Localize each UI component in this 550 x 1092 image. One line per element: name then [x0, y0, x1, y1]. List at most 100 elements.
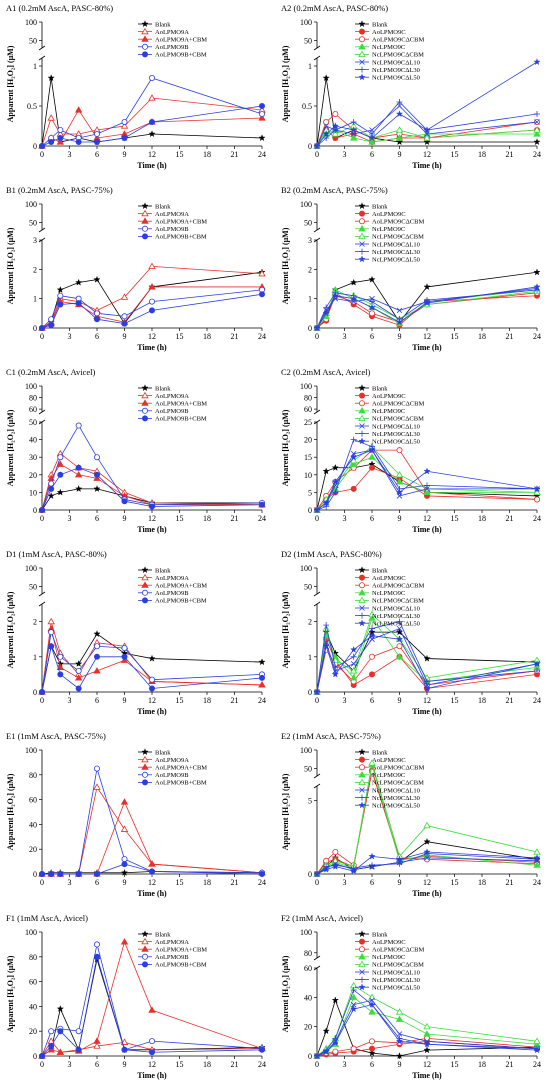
legend-label: Blank [372, 567, 388, 574]
data-point [368, 852, 376, 860]
data-point [423, 283, 431, 291]
legend-label: AoLPMO9B+CBM [155, 416, 207, 423]
data-point [423, 138, 431, 146]
data-point [94, 941, 101, 948]
legend-label: AoLPMO9B+CBM [155, 234, 207, 241]
x-axis-label: Time (h) [137, 161, 167, 170]
series-line [316, 635, 538, 693]
x-tick-label: 15 [176, 1060, 184, 1069]
legend-label: NcLPMO9C [372, 408, 405, 415]
x-tick-label: 12 [148, 878, 156, 887]
data-point [121, 856, 128, 863]
data-point [94, 765, 101, 772]
y-tick-label: 100 [25, 564, 37, 573]
data-point [258, 103, 265, 110]
legend-marker [141, 27, 149, 35]
data-point [322, 74, 330, 82]
data-point [423, 1030, 431, 1037]
data-point [75, 685, 82, 692]
axis-break [313, 45, 321, 61]
data-point [368, 1000, 376, 1008]
x-tick-label: 3 [68, 150, 72, 159]
legend-label: Blank [155, 567, 171, 574]
y-tick-label: 0 [33, 688, 37, 697]
data-point [395, 1015, 404, 1022]
y-tick-label: 50 [29, 37, 37, 46]
data-point [258, 501, 265, 508]
x-tick-label: 3 [343, 878, 347, 887]
y-tick-label: 1 [308, 295, 312, 304]
x-tick-label: 3 [68, 1060, 72, 1069]
x-tick-label: 15 [451, 150, 459, 159]
legend-label: AoLPMO9CΔCBM [372, 947, 424, 954]
legend-label: AoLPMO9B [155, 226, 189, 233]
x-tick-label: 24 [533, 696, 541, 705]
y-tick-label: 0 [308, 324, 312, 333]
data-point [533, 861, 541, 868]
data-point [423, 488, 431, 496]
legend-label: Blank [372, 931, 388, 938]
data-point [75, 1028, 82, 1035]
x-tick-label: 9 [123, 696, 127, 705]
legend-label: NcLPMO9CΔL50 [372, 985, 420, 992]
data-point [121, 119, 128, 126]
data-point [423, 467, 431, 475]
data-point [395, 1008, 404, 1015]
legend-marker [141, 384, 149, 392]
legend-label: AoLPMO9B [155, 408, 189, 415]
series-line [41, 109, 263, 147]
y-tick-label: 50 [29, 219, 37, 228]
data-point [94, 138, 101, 145]
legend-label: NcLPMO9CΔL30 [372, 431, 420, 438]
data-point [39, 324, 46, 331]
data-point [323, 622, 330, 629]
series-line [316, 105, 538, 147]
data-point [368, 759, 376, 766]
legend-marker [358, 574, 365, 581]
x-tick-label: 12 [148, 150, 156, 159]
legend-marker [358, 210, 365, 217]
data-point [258, 111, 265, 118]
data-point [39, 871, 46, 878]
legend-label: AoLPMO9B [155, 44, 189, 51]
data-point [93, 630, 101, 637]
x-tick-label: 9 [398, 150, 402, 159]
x-axis-label: Time (h) [412, 161, 442, 170]
y-tick-label: 15 [304, 453, 312, 462]
data-point [57, 454, 64, 461]
legend-label: Blank [155, 21, 171, 28]
data-point [322, 130, 330, 138]
x-tick-label: 18 [203, 696, 211, 705]
data-point [395, 138, 404, 146]
data-point [56, 138, 65, 145]
panel-title: B2 (0.2mM AscA, PASC-75%) [281, 185, 388, 195]
x-tick-label: 15 [451, 878, 459, 887]
y-tick-label: 0 [33, 324, 37, 333]
data-point [349, 456, 358, 464]
legend-label: AoLPMO9B+CBM [155, 52, 207, 59]
legend-label: NcLPMO9CΔL50 [372, 621, 420, 628]
legend-marker [358, 50, 366, 57]
legend-label: AoLPMO9A [155, 575, 189, 582]
legend-label: NcLPMO9C [372, 954, 405, 961]
legend-label: Blank [155, 385, 171, 392]
legend-marker [141, 763, 149, 770]
data-point [93, 1042, 101, 1049]
data-point [56, 1005, 64, 1012]
data-point [533, 1046, 541, 1054]
data-point [368, 993, 376, 1000]
legend-label: NcLPMO9CΔCBM [372, 234, 424, 241]
y-tick-label: 1 [308, 653, 312, 662]
y-tick-label: 40 [29, 436, 37, 445]
data-point [148, 860, 156, 867]
x-tick-label: 15 [176, 696, 184, 705]
y-tick-label: 0 [33, 870, 37, 879]
data-point [93, 1037, 101, 1044]
legend-marker [141, 20, 149, 28]
x-tick-label: 15 [451, 332, 459, 341]
y-tick-label: 50 [29, 418, 37, 427]
series-line [316, 288, 538, 329]
x-tick-label: 21 [506, 514, 514, 523]
legend-marker [359, 248, 365, 255]
legend-label: AoLPMO9A [155, 211, 189, 218]
